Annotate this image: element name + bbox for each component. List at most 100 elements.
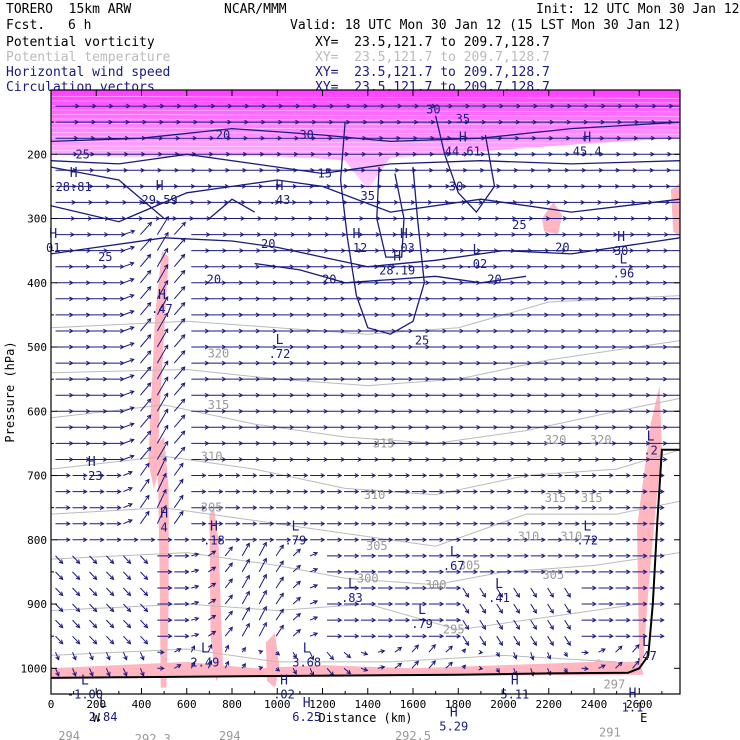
circulation-vector — [666, 377, 680, 381]
circulation-vector — [377, 457, 397, 462]
circulation-vector — [615, 601, 631, 607]
circulation-vector — [156, 312, 169, 332]
circulation-vector — [207, 643, 213, 653]
circulation-vector — [615, 376, 634, 382]
circulation-vector — [479, 587, 487, 598]
pv-extremum-value: 45.4 — [573, 145, 602, 159]
circulation-vector — [666, 361, 680, 365]
circulation-vector — [259, 216, 280, 221]
circulation-vector — [225, 441, 244, 446]
x-tick-label: 600 — [177, 698, 197, 711]
circulation-vector — [445, 328, 465, 334]
circulation-vector — [156, 263, 169, 284]
circulation-vector — [428, 264, 448, 270]
circulation-vector — [276, 232, 296, 237]
circulation-vector — [598, 457, 617, 462]
pv-extremum-kind: H — [353, 227, 361, 242]
circulation-vector — [344, 633, 360, 639]
pv-extremum-value: .18 — [203, 533, 225, 547]
circulation-vector — [156, 344, 169, 364]
wind-speed-label: 15 — [318, 167, 332, 181]
circulation-vector — [496, 264, 515, 270]
circulation-vector — [327, 392, 346, 398]
circulation-vector — [174, 601, 190, 607]
theta-label: 310 — [561, 530, 583, 544]
circulation-vector — [394, 569, 411, 575]
circulation-vector — [89, 296, 108, 302]
circulation-vector — [72, 441, 91, 446]
circulation-vector — [530, 376, 549, 382]
circulation-vector — [55, 408, 74, 414]
circulation-vector — [173, 382, 186, 396]
circulation-vector — [157, 633, 173, 639]
circulation-vector — [156, 328, 169, 348]
circulation-vector — [513, 537, 529, 543]
circulation-vector — [411, 392, 431, 398]
circulation-vector — [191, 328, 210, 334]
circulation-vector — [174, 569, 190, 575]
circulation-vector — [479, 457, 499, 462]
circulation-vector — [173, 494, 184, 508]
pv-contour — [51, 141, 680, 144]
circulation-vector — [242, 505, 258, 511]
circulation-vector — [513, 280, 532, 286]
circulation-vector — [513, 360, 532, 366]
circulation-vector — [89, 424, 108, 430]
circulation-vector — [310, 473, 326, 478]
circulation-vector — [394, 376, 414, 382]
theta-label: 310 — [201, 449, 223, 463]
circulation-vector — [106, 424, 125, 430]
pv-extremum-value: .67 — [443, 559, 465, 573]
circulation-vector — [530, 603, 537, 614]
circulation-vector — [156, 360, 169, 380]
circulation-vector — [55, 441, 74, 446]
circulation-vector — [478, 649, 484, 655]
circulation-vector — [512, 652, 518, 660]
circulation-vector — [377, 296, 397, 302]
circulation-vector — [173, 301, 186, 316]
circulation-vector — [598, 664, 606, 669]
pv-extremum-value: 5.29 — [439, 720, 468, 734]
circulation-vector — [327, 505, 343, 511]
circulation-vector — [581, 344, 600, 350]
circulation-vector — [598, 553, 614, 559]
circulation-vector — [106, 489, 122, 494]
circulation-vector — [327, 521, 343, 527]
circulation-vector — [428, 537, 445, 543]
circulation-vector — [344, 280, 363, 286]
circulation-vector — [513, 635, 520, 647]
circulation-vector — [105, 652, 111, 661]
circulation-vector — [564, 408, 583, 414]
circulation-vector — [546, 652, 552, 660]
circulation-vector — [496, 635, 503, 647]
circulation-vector — [615, 200, 637, 205]
circulation-vector — [632, 216, 653, 221]
circulation-vector — [140, 619, 149, 629]
circulation-vector — [547, 376, 566, 382]
circulation-vector — [344, 441, 363, 446]
pv-extremum-value: 6.25 — [292, 710, 321, 724]
circulation-vector — [140, 414, 152, 428]
west-end-label: W — [93, 711, 101, 725]
circulation-vector — [259, 408, 278, 414]
circulation-vector — [276, 441, 295, 446]
theta-label: 294 — [58, 729, 80, 740]
circulation-vector — [310, 200, 331, 205]
circulation-vector — [140, 537, 156, 543]
circulation-vector — [564, 569, 580, 575]
pv-fill-region — [585, 658, 610, 674]
circulation-vector — [445, 344, 465, 350]
circulation-vector — [72, 424, 91, 430]
circulation-vector — [208, 376, 227, 382]
circulation-vector — [479, 521, 496, 527]
circulation-vector — [123, 374, 135, 380]
circulation-vector — [191, 248, 211, 254]
circulation-vector — [445, 585, 462, 591]
circulation-vector — [327, 200, 348, 205]
circulation-vector — [55, 424, 74, 430]
circulation-vector — [564, 312, 583, 318]
pv-extremum-kind: L — [642, 635, 650, 650]
circulation-vector — [344, 408, 363, 414]
circulation-vector — [344, 392, 363, 398]
circulation-vector — [327, 441, 346, 446]
